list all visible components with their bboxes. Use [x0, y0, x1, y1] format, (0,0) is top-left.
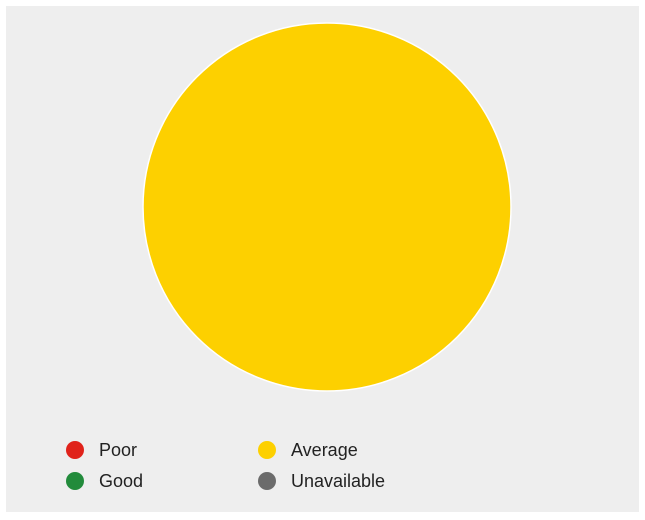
legend-swatch-unavailable	[258, 472, 276, 490]
legend-label-good: Good	[99, 471, 144, 491]
legend-label-average: Average	[291, 440, 358, 460]
chart-legend: Poor Average Good Unavailable	[66, 438, 486, 498]
legend-swatch-good	[66, 472, 84, 490]
legend-item-average: Average	[258, 438, 358, 462]
legend-swatch-poor	[66, 441, 84, 459]
legend-swatch-average	[258, 441, 276, 459]
legend-label-poor: Poor	[99, 440, 138, 460]
legend-item-poor: Poor	[66, 438, 137, 462]
pie-slice-average	[142, 22, 512, 392]
legend-item-good: Good	[66, 469, 143, 493]
legend-item-unavailable: Unavailable	[258, 469, 385, 493]
legend-label-unavailable: Unavailable	[291, 471, 386, 491]
